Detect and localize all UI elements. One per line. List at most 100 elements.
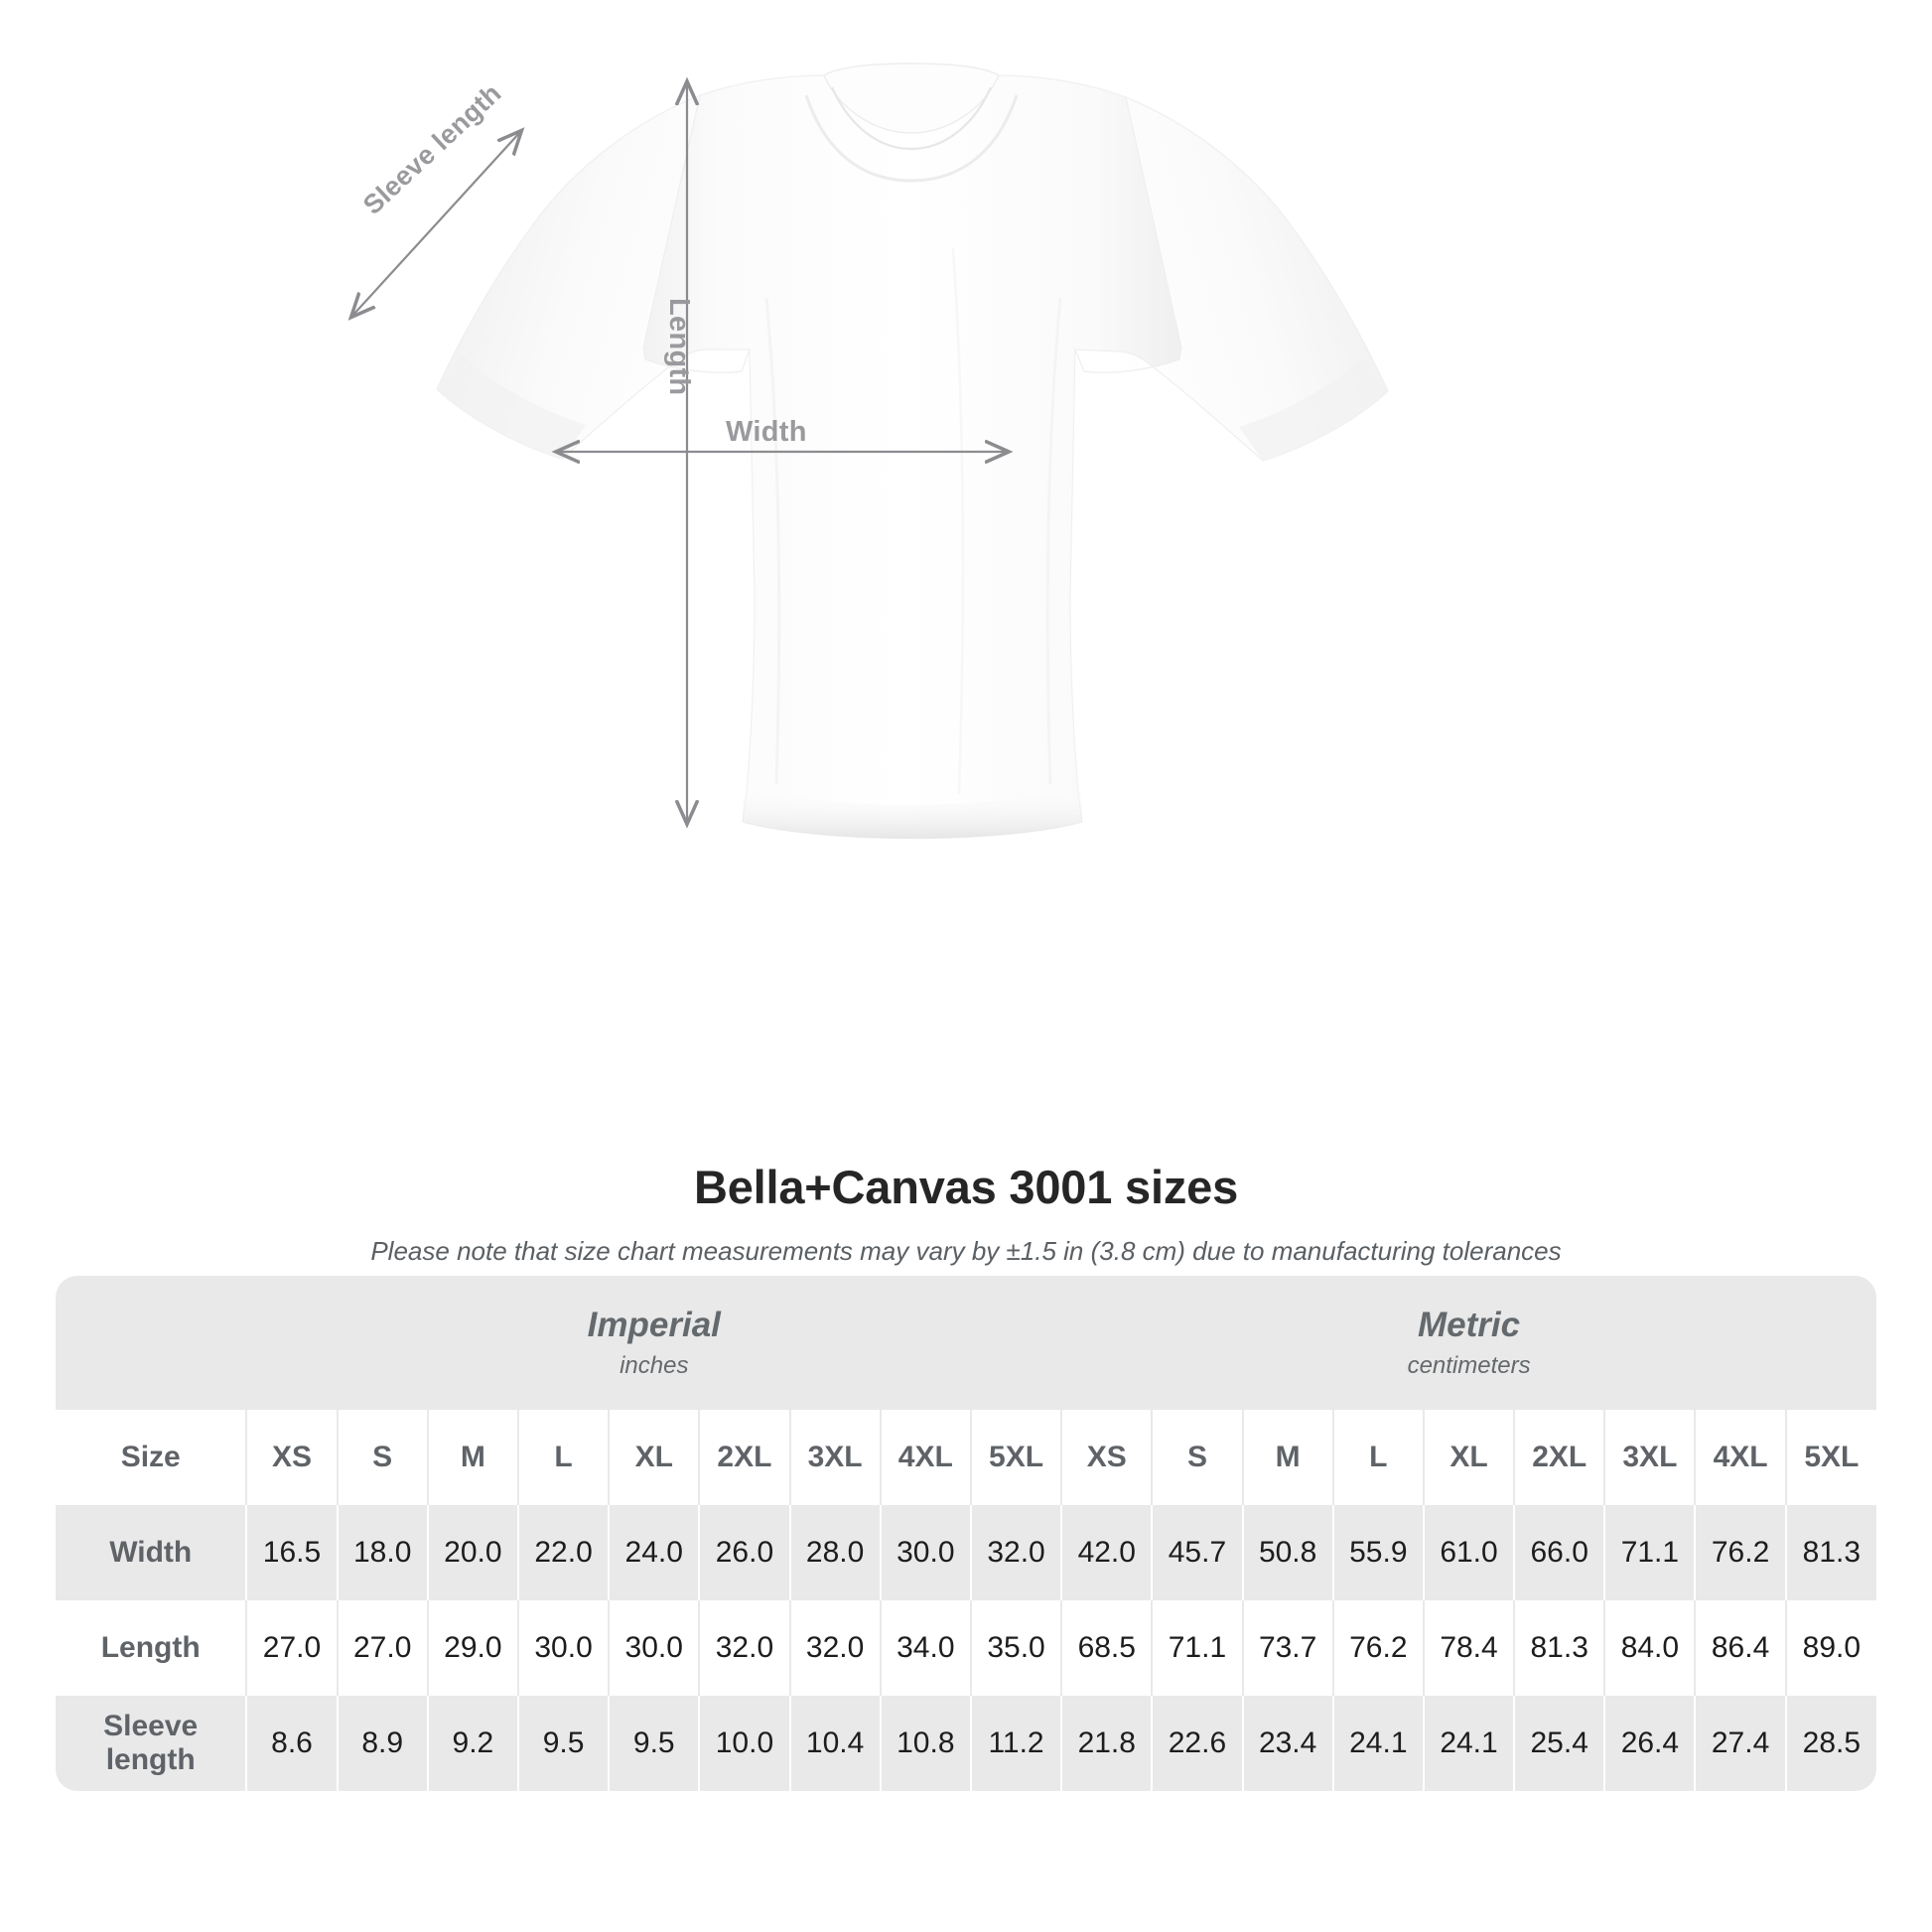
banner-corner-spacer [56,1276,247,1410]
measurement-cell: 9.5 [516,1696,610,1791]
size-column-header: XL [1422,1410,1515,1505]
measurement-cell: 71.1 [1603,1505,1696,1600]
size-column-header: XS [1060,1410,1153,1505]
shirt-sleeve-left [436,94,751,460]
measurement-cell: 76.2 [1331,1600,1424,1696]
size-column-header: S [336,1410,428,1505]
shirt-sleeve-right [1074,96,1389,462]
measurement-cell: 24.1 [1331,1696,1424,1791]
measurement-cell: 50.8 [1241,1505,1333,1600]
size-header-row: Size XS S M L XL 2XL 3XL 4XL 5XL XS S M L XL 2XL 3XL 4XL 5… [56,1410,1876,1505]
measurement-cell: 34.0 [879,1600,971,1696]
measurement-cell: 27.0 [245,1600,338,1696]
size-column-header: S [1151,1410,1243,1505]
measurement-cell: 73.7 [1241,1600,1333,1696]
unit-group-imperial: Imperial inches [246,1276,1062,1410]
size-column-header: 2XL [698,1410,790,1505]
measurement-cell: 66.0 [1513,1505,1605,1600]
measurement-cell: 78.4 [1422,1600,1515,1696]
shirt-collar [823,63,1000,134]
measurement-cell: 61.0 [1422,1505,1515,1600]
measurement-cell: 45.7 [1151,1505,1243,1600]
page-subtitle: Please note that size chart measurements… [370,1236,1562,1266]
measurement-cell: 9.2 [426,1696,518,1791]
size-column-header: XS [245,1410,338,1505]
measurement-cell: 9.5 [608,1696,700,1791]
measurement-cell: 32.0 [788,1600,881,1696]
measurement-cell: 18.0 [336,1505,428,1600]
table-row: Width 16.5 18.0 20.0 22.0 24.0 26.0 28.0 30.0 32.… [56,1505,1876,1600]
size-column-header: 3XL [1603,1410,1696,1505]
unit-group-measure: inches [620,1351,689,1379]
size-table: Imperial inches Metric centimeters Size XS S M L… [56,1276,1876,1791]
shirt-neck-ribbing [804,94,1019,183]
unit-group-metric: Metric centimeters [1061,1276,1876,1410]
size-column-header: M [1241,1410,1333,1505]
size-column-header: 4XL [1694,1410,1786,1505]
measurement-cell: 28.0 [788,1505,881,1600]
measurement-cell: 22.0 [516,1505,610,1600]
measurement-cell: 25.4 [1513,1696,1605,1791]
size-corner-label: Size [56,1410,248,1505]
measurement-cell: 11.2 [969,1696,1062,1791]
measurement-cell: 30.0 [516,1600,610,1696]
measurement-cell: 22.6 [1151,1696,1243,1791]
fold-left [764,297,781,785]
measurement-cell: 30.0 [879,1505,971,1600]
size-table-container: Imperial inches Metric centimeters Size XS S M L… [56,1276,1876,1791]
measurement-cell: 8.6 [245,1696,338,1791]
table-row: Sleeve length 8.6 8.9 9.2 9.5 9.5 10.0 10.4 10.8… [56,1696,1876,1791]
tshirt-diagram: Sleeve length Length Width [0,63,1389,840]
measurement-cell: 68.5 [1060,1600,1153,1696]
measurement-cell: 29.0 [426,1600,518,1696]
size-column-header: XL [608,1410,700,1505]
measurement-cell: 10.8 [879,1696,971,1791]
measurement-cell: 8.9 [336,1696,428,1791]
measurement-cell: 21.8 [1060,1696,1153,1791]
measurement-cell: 24.0 [608,1505,700,1600]
table-row: Length 27.0 27.0 29.0 30.0 30.0 32.0 32.0 34.0 35… [56,1600,1876,1696]
measurement-cell: 81.3 [1513,1600,1605,1696]
unit-banner-row: Imperial inches Metric centimeters [56,1276,1876,1410]
measurement-cell: 28.5 [1784,1696,1876,1791]
size-column-header: L [1331,1410,1424,1505]
measurement-cell: 32.0 [698,1600,790,1696]
unit-group-measure: centimeters [1407,1351,1531,1379]
row-label: Sleeve length [56,1696,248,1791]
measurement-cell: 42.0 [1060,1505,1153,1600]
measurement-cell: 27.0 [336,1600,428,1696]
measurement-cell: 16.5 [245,1505,338,1600]
unit-group-name: Imperial [587,1306,721,1345]
size-chart-section: Bella+Canvas 3001 sizes Please note that… [0,1122,1932,1932]
measurement-cell: 32.0 [969,1505,1062,1600]
shirt-sleeve-left-cuff [437,355,586,459]
width-annotation-label: Width [726,416,807,448]
measurement-cell: 20.0 [426,1505,518,1600]
measurement-cell: 86.4 [1694,1600,1786,1696]
shirt-hem [743,784,1082,839]
fold-right [1045,297,1062,785]
measurement-cell: 23.4 [1241,1696,1333,1791]
size-column-header: M [426,1410,518,1505]
measurement-cell: 10.4 [788,1696,881,1791]
size-column-header: L [516,1410,610,1505]
measurement-cell: 35.0 [969,1600,1062,1696]
shirt-body [642,74,1182,840]
measurement-cell: 26.4 [1603,1696,1696,1791]
shirt-neckline-seam [830,86,993,151]
size-column-header: 2XL [1513,1410,1605,1505]
measurement-cell: 10.0 [698,1696,790,1791]
shirt-sleeve-right-cuff [1239,357,1388,461]
page-title: Bella+Canvas 3001 sizes [693,1161,1239,1213]
size-column-header: 5XL [1784,1410,1876,1505]
length-annotation-label: Length [663,298,695,396]
measurement-cell: 84.0 [1603,1600,1696,1696]
measurement-cell: 76.2 [1694,1505,1786,1600]
tshirt-illustration [0,63,1389,840]
measurement-cell: 26.0 [698,1505,790,1600]
size-column-header: 5XL [969,1410,1062,1505]
measurement-cell: 27.4 [1694,1696,1786,1791]
unit-group-name: Metric [1418,1306,1521,1345]
row-label: Width [56,1505,248,1600]
sleeve-length-arrow [352,132,520,316]
